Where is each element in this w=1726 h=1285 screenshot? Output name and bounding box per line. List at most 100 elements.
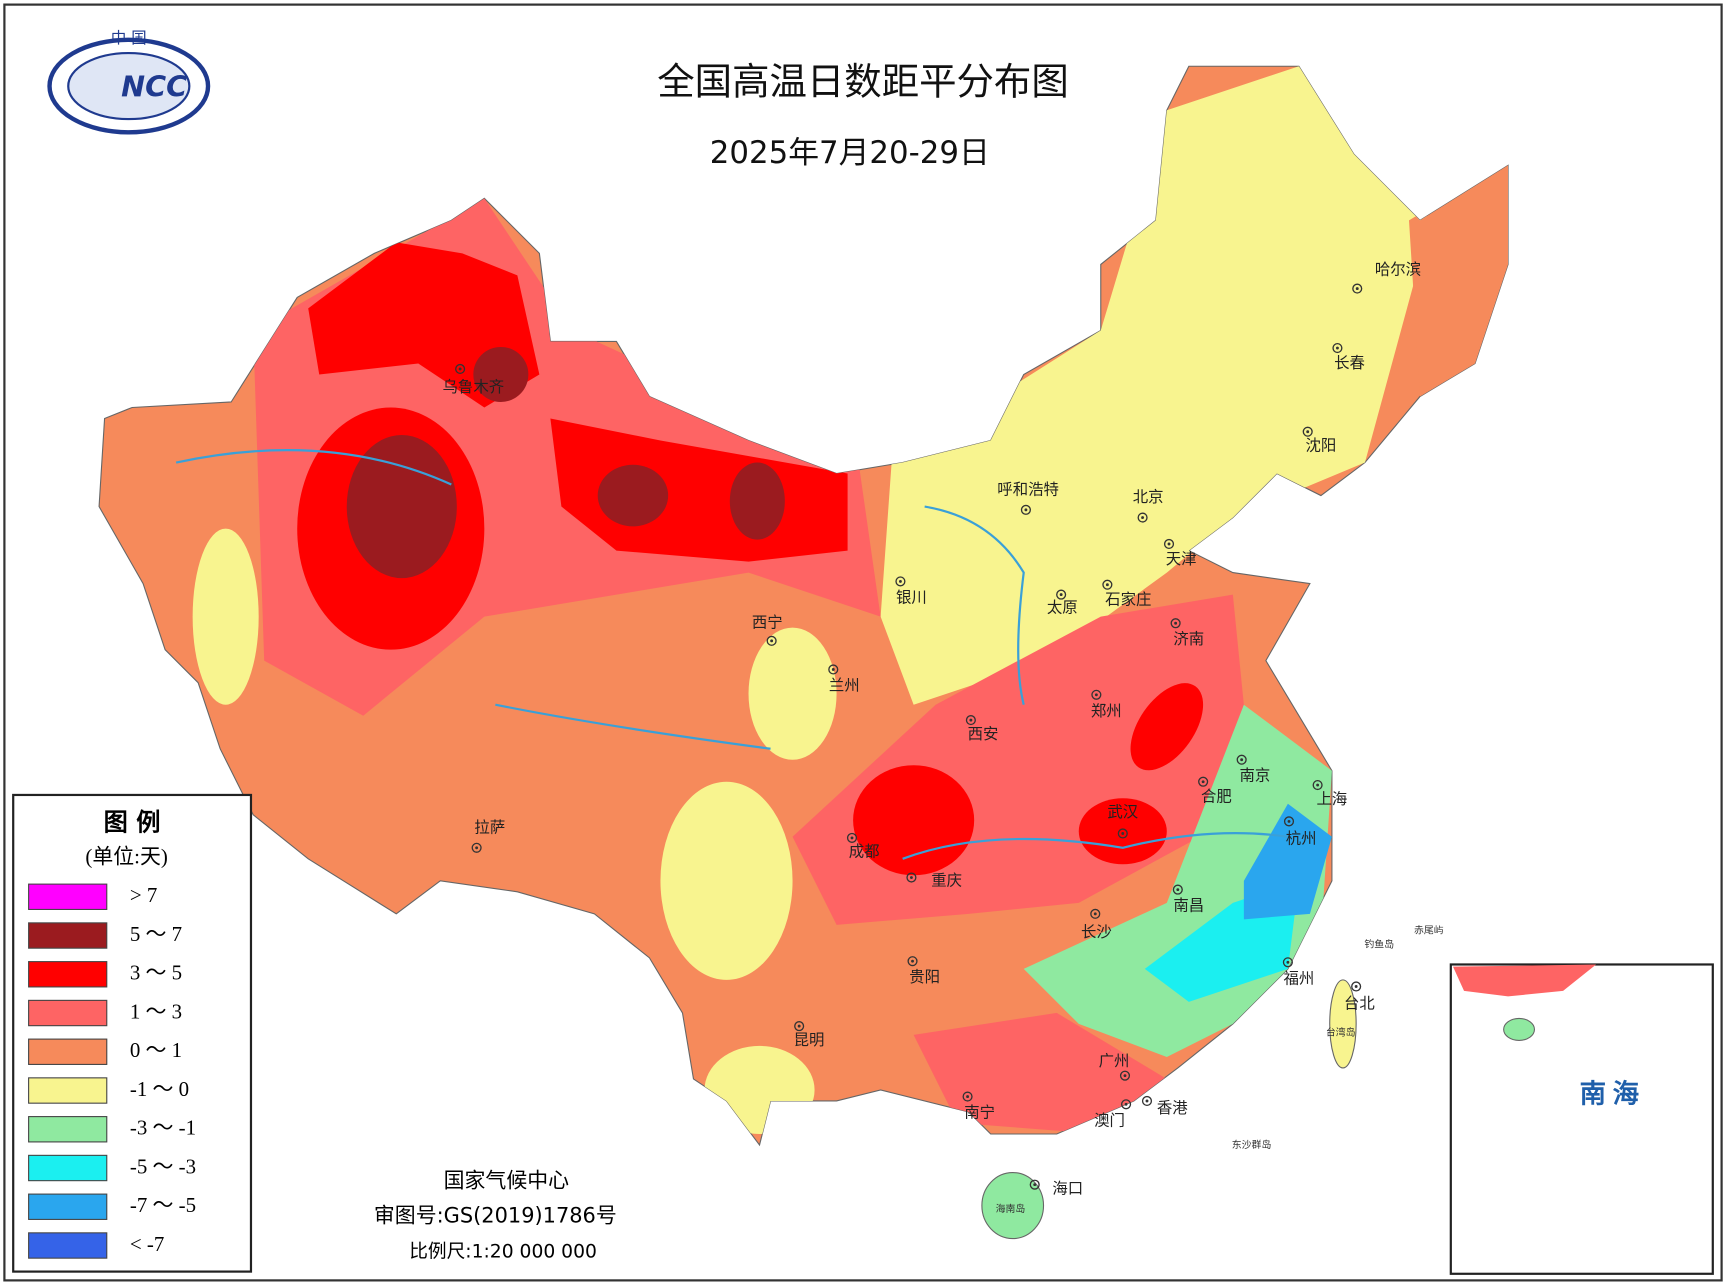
city-marker-dot	[1355, 287, 1359, 291]
city-label: 长沙	[1081, 923, 1112, 941]
city-label: 西宁	[752, 614, 783, 632]
subtitle: 2025年7月20-29日	[710, 135, 990, 171]
city-label: 太原	[1047, 598, 1078, 616]
legend-label: 1 ～ 3	[130, 999, 182, 1023]
city-label: 武汉	[1107, 803, 1138, 821]
city-label: 沈阳	[1306, 437, 1337, 455]
city-label: 乌鲁木齐	[443, 378, 505, 396]
city-marker	[1312, 779, 1323, 791]
footer-scale: 比例尺:1:20 000 000	[409, 1241, 597, 1262]
island-label: 钓鱼岛	[1364, 938, 1394, 951]
city-marker-dot	[1174, 621, 1178, 625]
legend-swatch	[28, 883, 108, 910]
city-marker-dot	[1124, 1102, 1128, 1106]
legend-swatch	[28, 922, 108, 949]
city-marker	[1332, 342, 1343, 354]
city-label: 济南	[1173, 630, 1204, 648]
city-label: 南京	[1239, 767, 1270, 785]
city-label: 杭州	[1286, 829, 1317, 847]
island-label: 赤尾屿	[1414, 924, 1444, 936]
legend-label: -7 ～ -5	[130, 1193, 196, 1217]
legend-label: -3 ～ -1	[130, 1116, 196, 1140]
logo: 中 国 NCC	[47, 29, 211, 135]
city-marker-dot	[1201, 780, 1205, 784]
city-marker-dot	[1093, 912, 1097, 916]
footer-approval: 审图号:GS(2019)1786号	[374, 1204, 617, 1228]
map-body	[98, 65, 1509, 1240]
city-marker-dot	[1167, 542, 1171, 546]
city-marker	[1283, 816, 1295, 827]
legend: 图 例 (单位:天) > 7 5 ～ 7 3 ～ 5 1 ～ 3 0 ～ 1 -1 ～ 0…	[12, 793, 253, 1273]
island-label: 海南岛	[996, 1202, 1026, 1215]
city-label: 澳门	[1094, 1111, 1125, 1129]
city-label: 成都	[849, 843, 880, 861]
city-marker-dot	[1240, 758, 1244, 762]
city-marker-dot	[1335, 346, 1339, 350]
city-label: 海口	[1052, 1180, 1083, 1198]
legend-swatch	[28, 1193, 108, 1220]
city-marker-dot	[1141, 516, 1145, 519]
city-marker-dot	[1287, 819, 1291, 823]
city-marker	[1020, 504, 1031, 515]
city-label: 拉萨	[474, 818, 505, 836]
legend-label: 5 ～ 7	[130, 922, 182, 946]
city-marker	[1102, 579, 1113, 590]
island-label: 东沙群岛	[1232, 1138, 1272, 1151]
logo-top: 中 国	[111, 29, 147, 47]
city-marker	[1141, 1095, 1153, 1107]
city-marker	[906, 872, 917, 883]
city-label: 福州	[1283, 969, 1314, 987]
city-marker	[1352, 283, 1363, 294]
city-label: 香港	[1157, 1099, 1188, 1117]
legend-swatch	[28, 1154, 108, 1182]
city-marker	[895, 576, 906, 587]
city-marker-dot	[1094, 693, 1098, 697]
city-label: 南宁	[964, 1104, 995, 1122]
city-marker	[1198, 776, 1209, 787]
city-marker	[828, 664, 839, 675]
city-marker	[1302, 426, 1313, 437]
legend-swatch	[28, 1038, 108, 1065]
city-marker-dot	[1033, 1183, 1037, 1187]
legend-swatch	[28, 1077, 108, 1104]
legend-unit: (单位:天)	[85, 845, 167, 869]
city-marker-dot	[850, 836, 854, 840]
city-marker-dot	[458, 367, 462, 371]
legend-label: 3 ～ 5	[130, 961, 182, 985]
city-marker-dot	[969, 718, 973, 722]
city-marker	[1029, 1179, 1040, 1190]
island-label: 台湾岛	[1326, 1026, 1356, 1039]
city-marker	[1056, 589, 1067, 600]
city-label: 南昌	[1173, 897, 1204, 915]
city-marker	[846, 832, 858, 843]
city-label: 银川	[896, 588, 927, 606]
city-marker	[1091, 689, 1102, 700]
city-marker	[1172, 884, 1183, 895]
inset-label: 南 海	[1580, 1079, 1639, 1109]
legend-label: 0 ～ 1	[130, 1038, 182, 1062]
city-marker-dot	[910, 876, 913, 879]
city-label: 贵阳	[909, 968, 940, 986]
city-marker	[1236, 754, 1247, 765]
city-marker	[1282, 957, 1293, 968]
city-marker	[1121, 1099, 1132, 1110]
city-marker	[1090, 908, 1101, 919]
city-marker-dot	[1123, 1074, 1127, 1078]
city-marker-dot	[1059, 593, 1063, 597]
city-marker-dot	[831, 668, 835, 671]
legend-swatch	[28, 1116, 108, 1143]
city-label: 广州	[1099, 1052, 1130, 1070]
city-label: 上海	[1317, 790, 1348, 808]
city-label: 兰州	[829, 676, 860, 694]
logo-text: NCC	[121, 69, 187, 103]
legend-label: -5 ～ -3	[130, 1154, 196, 1178]
city-marker	[1351, 981, 1362, 992]
city-label: 长春	[1334, 354, 1365, 372]
city-marker	[1170, 618, 1181, 629]
inset: 南 海	[1449, 963, 1714, 1275]
city-marker	[965, 715, 976, 726]
city-marker-dot	[1316, 783, 1320, 787]
